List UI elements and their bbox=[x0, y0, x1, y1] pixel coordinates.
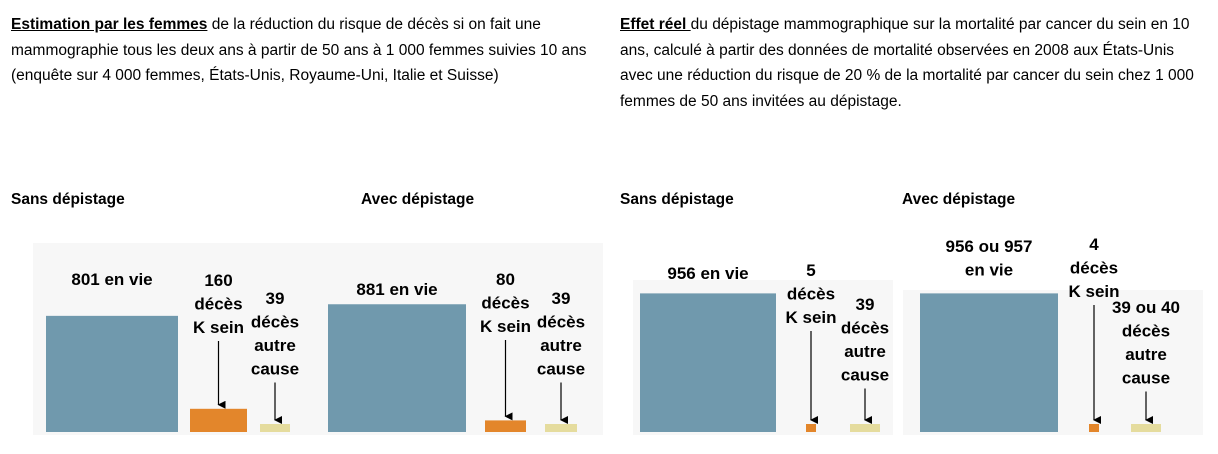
intro-right-text: Effet réel du dépistage mammographique s… bbox=[620, 12, 1200, 114]
data-label-alive-3: 956 en vie bbox=[667, 264, 748, 283]
data-label-breast-cancer-death-2: 80 décès K sein bbox=[480, 270, 531, 336]
intro-left-body: de la réduction du risque de décès si on… bbox=[11, 16, 587, 84]
intro-right-body: du dépistage mammographique sur la morta… bbox=[620, 16, 1194, 110]
title-sans-depistage-1: Sans dépistage bbox=[11, 191, 125, 208]
bar-breast-cancer-death-3 bbox=[806, 424, 816, 432]
bar-alive-4 bbox=[920, 293, 1058, 432]
title-avec-depistage-2: Avec dépistage bbox=[902, 191, 1016, 208]
data-label-alive-1: 801 en vie bbox=[71, 270, 152, 289]
data-label-other-cause-death-1: 39 décès autre cause bbox=[251, 289, 299, 379]
title-avec-depistage-1: Avec dépistage bbox=[361, 191, 475, 208]
data-label-breast-cancer-death-1: 160 décès K sein bbox=[193, 271, 244, 337]
bar-breast-cancer-death-2 bbox=[485, 420, 526, 432]
data-label-breast-cancer-death-3: 5 décès K sein bbox=[785, 261, 836, 327]
intro-left-text: Estimation par les femmes de la réductio… bbox=[11, 12, 611, 89]
data-label-other-cause-death-4: 39 ou 40 décès autre cause bbox=[1112, 298, 1180, 388]
bar-alive-1 bbox=[46, 315, 178, 432]
data-label-other-cause-death-3: 39 décès autre cause bbox=[841, 295, 889, 385]
bar-alive-3 bbox=[640, 293, 776, 432]
intro-left-lead: Estimation par les femmes bbox=[11, 16, 208, 33]
bar-breast-cancer-death-4 bbox=[1089, 424, 1099, 432]
intro-right-lead: Effet réel bbox=[620, 16, 691, 33]
bar-other-cause-death-3 bbox=[850, 424, 880, 432]
bar-other-cause-death-4 bbox=[1131, 424, 1161, 432]
data-label-breast-cancer-death-4: 4 décès K sein bbox=[1068, 235, 1119, 301]
bar-breast-cancer-death-1 bbox=[190, 408, 247, 432]
data-label-alive-2: 881 en vie bbox=[356, 280, 437, 299]
data-label-alive-4: 956 ou 957 en vie bbox=[946, 237, 1033, 280]
data-label-other-cause-death-2: 39 décès autre cause bbox=[537, 289, 585, 379]
title-sans-depistage-2: Sans dépistage bbox=[620, 191, 734, 208]
bar-alive-2 bbox=[328, 304, 466, 432]
bar-other-cause-death-2 bbox=[545, 424, 577, 432]
bar-other-cause-death-1 bbox=[260, 424, 290, 432]
